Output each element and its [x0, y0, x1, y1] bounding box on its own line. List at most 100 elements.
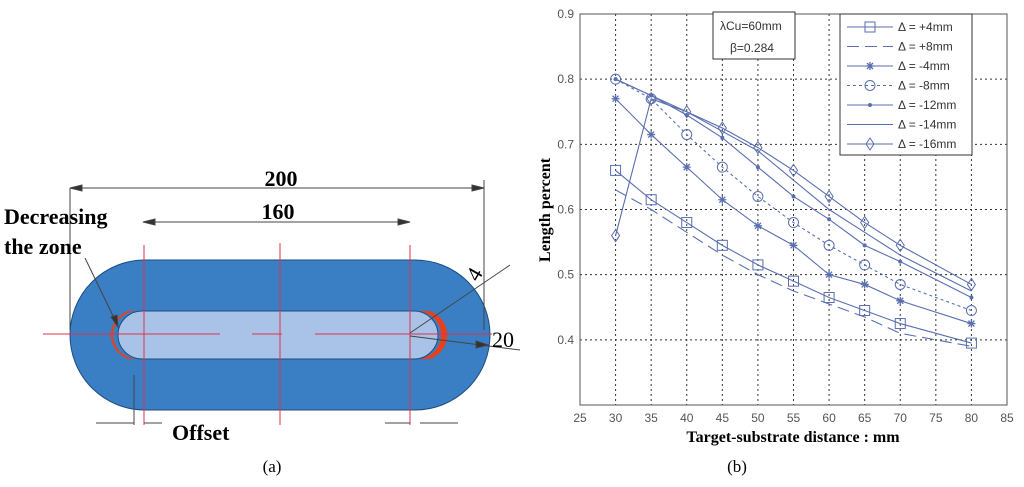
y-tick-label: 0.5	[557, 268, 574, 282]
diamond-marker	[682, 104, 692, 119]
dot-marker	[898, 259, 903, 264]
series-line	[615, 169, 972, 344]
diamond-marker	[717, 121, 727, 135]
x-tick-label: 55	[787, 411, 801, 425]
series-5	[615, 78, 972, 292]
star-marker	[753, 221, 762, 230]
star-marker	[896, 296, 905, 305]
legend-item: Δ = -16mm	[847, 137, 956, 151]
legend-item: Δ = -12mm	[847, 98, 956, 112]
dot-marker	[862, 243, 867, 248]
dot-marker	[755, 165, 760, 170]
caption-b: (b)	[727, 457, 747, 476]
square-marker	[716, 239, 728, 251]
racetrack-target-diagram: 200 160 4 20 Decreasing the zone Offset …	[4, 166, 521, 476]
square-marker	[823, 291, 835, 303]
dot-marker	[868, 103, 872, 107]
x-axis-label: Target-substrate distance : mm	[686, 429, 900, 446]
diamond-marker	[824, 189, 834, 204]
circle-marker	[894, 278, 906, 290]
annotation-box: λCu=60mm β=0.284	[712, 11, 796, 60]
legend-label: Δ = -12mm	[898, 98, 956, 112]
series-0	[610, 164, 977, 349]
circle-marker	[716, 161, 728, 173]
dim-radius-large-label: 20	[492, 327, 514, 352]
x-tick-label: 80	[965, 411, 979, 425]
diamond-marker	[860, 215, 870, 230]
legend: Δ = +4mm Δ = +8mm Δ = -4mm Δ = -8mm Δ = -12m…	[839, 13, 973, 156]
star-marker	[647, 130, 656, 139]
x-tick-label: 25	[573, 411, 587, 425]
star-marker	[825, 270, 834, 279]
x-tick-label: 65	[858, 411, 872, 425]
x-tick-label: 85	[1000, 411, 1014, 425]
legend-label: Δ = -16mm	[898, 137, 956, 151]
star-marker	[967, 319, 976, 328]
legend-label: Δ = +4mm	[898, 20, 953, 34]
zone-label-line2: the zone	[4, 234, 82, 259]
circle-marker	[965, 305, 977, 317]
square-marker	[864, 21, 876, 33]
star-marker	[789, 241, 798, 250]
square-marker	[645, 194, 657, 206]
legend-item: Δ = -8mm	[847, 79, 950, 93]
dim-outer-label: 200	[265, 166, 298, 191]
x-tick-label: 30	[609, 411, 623, 425]
x-tick-label: 75	[929, 411, 943, 425]
annotation-line1: λCu=60mm	[720, 19, 782, 33]
dot-marker	[791, 194, 796, 199]
dot-marker	[969, 295, 974, 300]
circle-marker	[610, 73, 622, 85]
diamond-marker	[865, 137, 875, 151]
square-marker	[894, 318, 906, 330]
right-decreasing-zone	[416, 311, 448, 359]
diamond-marker	[753, 140, 763, 155]
circle-marker	[864, 80, 876, 91]
series-2	[611, 94, 976, 328]
x-tick-label: 50	[751, 411, 765, 425]
x-tick-label: 60	[822, 411, 836, 425]
zone-label-line1: Decreasing	[4, 204, 107, 229]
legend-item: Δ = +4mm	[847, 20, 953, 34]
legend-label: Δ = -8mm	[898, 79, 950, 93]
circle-marker	[681, 129, 693, 141]
series-1	[615, 189, 972, 347]
circle-marker	[823, 239, 835, 251]
dot-marker	[720, 135, 725, 140]
square-marker	[610, 164, 622, 176]
series-lines	[610, 73, 977, 349]
diamond-marker	[788, 163, 799, 178]
y-axis-label: Length percent	[537, 157, 554, 262]
series-line	[615, 97, 972, 285]
y-tick-label: 0.4	[557, 333, 574, 347]
circle-marker	[788, 217, 799, 229]
x-tick-label: 70	[894, 411, 908, 425]
y-tick-label: 0.7	[557, 137, 574, 151]
legend-label: Δ = -4mm	[898, 59, 950, 73]
legend-item: Δ = +8mm	[847, 40, 953, 54]
diamond-marker	[646, 91, 656, 106]
diamond-marker	[895, 238, 905, 253]
star-marker	[682, 163, 691, 172]
series-6	[610, 91, 977, 292]
square-marker	[788, 275, 799, 287]
legend-item: Δ = -4mm	[847, 59, 950, 73]
y-tick-label: 0.9	[557, 7, 574, 21]
diamond-marker	[610, 228, 621, 243]
annotation-line2: β=0.284	[730, 41, 774, 55]
inner-slot	[117, 310, 439, 360]
center-lines	[43, 243, 492, 425]
x-tick-label: 40	[680, 411, 694, 425]
square-marker	[965, 337, 977, 349]
legend-label: Δ = +8mm	[898, 40, 953, 54]
square-marker	[859, 305, 871, 317]
legend-label: Δ = -14mm	[898, 118, 956, 132]
dim-inner-label: 160	[262, 199, 295, 224]
star-marker	[718, 195, 727, 204]
circle-marker	[752, 190, 764, 202]
series-line	[615, 189, 972, 347]
square-marker	[681, 217, 693, 229]
series-line	[615, 78, 972, 292]
star-marker	[611, 94, 620, 103]
